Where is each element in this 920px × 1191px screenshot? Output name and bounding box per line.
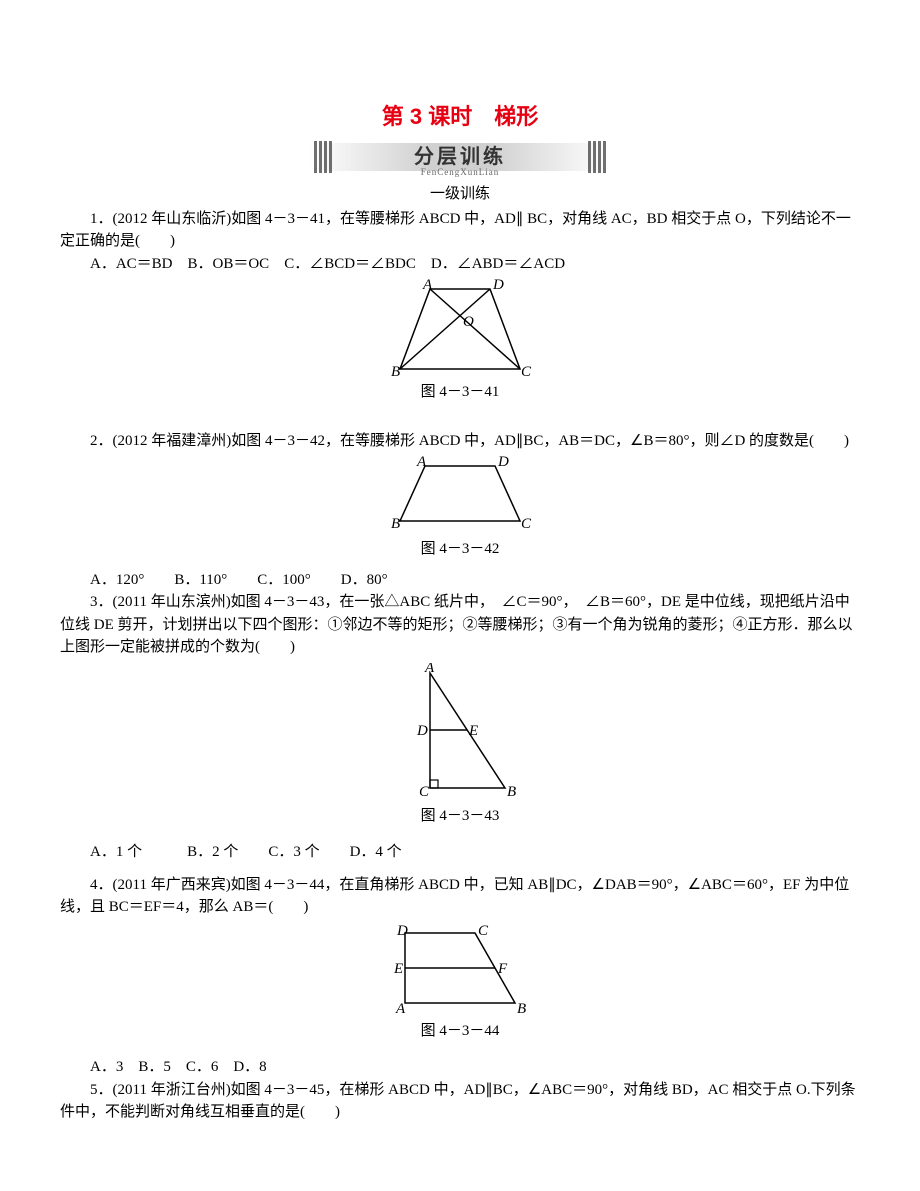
svg-text:D: D xyxy=(416,723,428,739)
svg-text:E: E xyxy=(393,961,403,977)
svg-text:E: E xyxy=(468,723,478,739)
svg-text:B: B xyxy=(391,364,400,379)
q3-stem: 3．(2011 年山东滨州)如图 4－3－43，在一张△ABC 纸片中， ∠C＝… xyxy=(60,591,860,659)
trapezoid-diagram-icon: A D B C O xyxy=(385,279,535,379)
q2-options: A．120° B．110° C．100° D．80° xyxy=(60,569,860,592)
q3-figure: A D E C B 图 4－3－43 xyxy=(60,663,860,828)
svg-text:D: D xyxy=(492,279,504,293)
svg-text:B: B xyxy=(517,1001,526,1017)
section-label: 一级训练 xyxy=(60,183,860,206)
q1-fig-caption: 图 4－3－41 xyxy=(60,381,860,404)
q3-fig-caption: 图 4－3－43 xyxy=(60,805,860,828)
svg-text:C: C xyxy=(419,784,430,800)
svg-text:B: B xyxy=(391,516,400,532)
q2-stem: 2．(2012 年福建漳州)如图 4－3－42，在等腰梯形 ABCD 中，AD∥… xyxy=(60,430,860,453)
svg-text:A: A xyxy=(395,1001,406,1017)
svg-text:A: A xyxy=(424,663,435,676)
q5-stem: 5．(2011 年浙江台州)如图 4－3－45，在梯形 ABCD 中，AD∥BC… xyxy=(60,1079,860,1124)
trapezoid-icon: A D B C xyxy=(385,456,535,536)
spacer xyxy=(60,412,860,430)
q4-fig-caption: 图 4－3－44 xyxy=(60,1020,860,1043)
lesson-title: 第 3 课时 梯形 xyxy=(60,100,860,133)
banner-bars-left xyxy=(314,141,332,173)
q2-fig-caption: 图 4－3－42 xyxy=(60,538,860,561)
q1-figure: A D B C O 图 4－3－41 xyxy=(60,279,860,404)
q1-stem: 1．(2012 年山东临沂)如图 4－3－41，在等腰梯形 ABCD 中，AD∥… xyxy=(60,208,860,253)
q1-options: A．AC＝BD B．OB＝OC C．∠BCD＝∠BDC D．∠ABD＝∠ACD xyxy=(60,253,860,276)
q4-stem: 4．(2011 年广西来宾)如图 4－3－44，在直角梯形 ABCD 中，已知 … xyxy=(60,874,860,919)
svg-text:C: C xyxy=(521,364,532,379)
right-trapezoid-icon: D C E F A B xyxy=(385,923,535,1018)
banner-sub-text: FenCengXunLian xyxy=(421,166,500,180)
svg-text:B: B xyxy=(507,784,516,800)
q4-figure: D C E F A B 图 4－3－44 xyxy=(60,923,860,1043)
svg-text:A: A xyxy=(416,456,427,470)
svg-text:F: F xyxy=(497,961,508,977)
svg-text:O: O xyxy=(463,314,474,330)
svg-text:D: D xyxy=(497,456,509,470)
svg-text:C: C xyxy=(478,923,489,939)
page: 第 3 课时 梯形 分层训练 FenCengXunLian 一级训练 1．(20… xyxy=(0,0,920,1164)
svg-text:D: D xyxy=(396,923,408,939)
banner: 分层训练 FenCengXunLian xyxy=(310,137,610,177)
spacer xyxy=(60,864,860,874)
q4-options: A．3 B．5 C．6 D．8 xyxy=(60,1056,860,1079)
svg-text:A: A xyxy=(422,279,433,293)
q2-figure: A D B C 图 4－3－42 xyxy=(60,456,860,561)
banner-bars-right xyxy=(588,141,606,173)
svg-text:C: C xyxy=(521,516,532,532)
right-triangle-icon: A D E C B xyxy=(400,663,520,803)
q3-options: A．1 个 B．2 个 C．3 个 D．4 个 xyxy=(60,841,860,864)
